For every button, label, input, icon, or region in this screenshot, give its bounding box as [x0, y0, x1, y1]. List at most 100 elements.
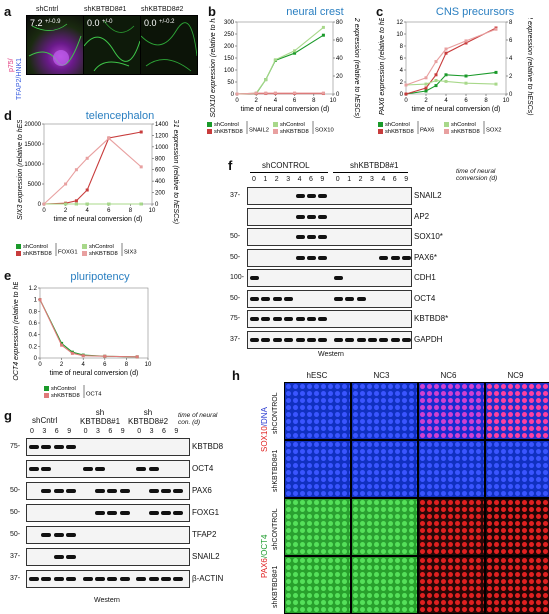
blot-g-timepoint: 6 [55, 428, 59, 435]
x-tick-label: 2 [424, 98, 428, 104]
legend-label: shControl [451, 122, 476, 128]
x-tick-label: 0 [235, 98, 239, 104]
blot-g-strip [26, 504, 190, 522]
y2-axis-label: FOXG1 expression (relative to hESCs) [172, 120, 179, 224]
micrograph-tile [418, 556, 485, 614]
blot-band [284, 317, 293, 321]
x-tick-label: 10 [149, 208, 156, 214]
blot-f-strip [247, 290, 412, 308]
micrograph-row-label: shCONTROL [272, 392, 279, 434]
x-tick-label: 10 [145, 362, 152, 368]
blot-g-timepoint: 0 [30, 428, 34, 435]
blot-f-timepoint: 3 [370, 176, 374, 183]
y-tick-label: 1.2 [29, 286, 38, 292]
series-line [44, 132, 141, 204]
blot-f-timepoint: 4 [381, 176, 385, 183]
blot-f-row-label: OCT4 [414, 294, 435, 303]
micrograph-col-label: NC9 [508, 371, 524, 380]
blot-band [95, 489, 105, 493]
blot-band [345, 297, 354, 301]
data-point [86, 189, 89, 192]
stain-pax6: PAX6 [260, 558, 269, 578]
x-tick-label: 6 [464, 98, 468, 104]
blot-f-mw-marker: 75- [230, 315, 240, 322]
blot-band [307, 215, 316, 219]
blot-band [66, 555, 76, 559]
y-tick-label: 12 [396, 20, 403, 26]
blot-f-row-label: SOX10* [414, 232, 443, 241]
blot-band [307, 338, 316, 342]
blot-band [107, 489, 117, 493]
legend-swatch [44, 393, 49, 398]
y-tick-label: 5000 [28, 182, 42, 188]
panel-c-letter: c [376, 4, 383, 19]
legend-swatch [207, 129, 212, 134]
blot-band [379, 338, 388, 342]
data-point [60, 344, 63, 347]
data-point [86, 157, 89, 160]
data-point [495, 83, 498, 86]
data-point [465, 82, 468, 85]
blot-band [296, 235, 305, 239]
stain-label-tfap2-hnk1: TFAP2/HNK1 [16, 58, 23, 100]
blot-f-mw-marker: 100- [230, 274, 244, 281]
blot-f-time-caption: time of neural conversion (d) [456, 168, 522, 182]
blot-band [66, 577, 76, 581]
blot-g-mw-marker: 37- [10, 553, 20, 560]
blot-f-strip [247, 208, 412, 226]
stain-oct4: /OCT4 [260, 535, 269, 559]
data-point [405, 93, 408, 96]
data-point [435, 79, 438, 82]
legend-label: shControl [23, 244, 48, 250]
data-point [445, 52, 448, 55]
blot-band [149, 577, 159, 581]
micrograph-a-shcntrl: 7.2 +/-0.9 [26, 15, 84, 75]
legend-swatch [444, 129, 449, 134]
legend-label: shKBTBD8 [385, 129, 414, 135]
data-point [274, 58, 277, 61]
panel-b-letter: b [208, 4, 216, 19]
data-point [71, 352, 74, 355]
x-tick-label: 8 [312, 98, 316, 104]
blot-f-timepoint: 1 [347, 176, 351, 183]
data-point [425, 76, 428, 79]
blot-band [296, 256, 305, 260]
blot-band [284, 338, 293, 342]
blot-band [29, 445, 39, 449]
blot-band [41, 533, 51, 537]
y-tick-label: 250 [224, 32, 235, 38]
y2-tick-label: 0 [155, 202, 159, 208]
y-tick-label: 0 [38, 202, 42, 208]
blot-g-timepoint: 3 [42, 428, 46, 435]
legend-label: SIX3 [124, 250, 137, 256]
data-point [86, 203, 89, 206]
blot-band [41, 577, 51, 581]
y-tick-label: 0.8 [29, 309, 38, 315]
y-axis-label: SOX10 expression (relative to hESCs) [210, 18, 217, 118]
stain-label-sox10-dna: SOX10/DNA [260, 407, 269, 452]
blot-g-mw-marker: 50- [10, 509, 20, 516]
legend-swatch [273, 129, 278, 134]
blot-f-timepoint: 6 [309, 176, 313, 183]
y2-tick-label: 600 [155, 168, 166, 174]
micrograph-tile [418, 382, 485, 440]
micrograph-tile [284, 498, 351, 556]
data-point [425, 87, 428, 90]
blot-band [149, 489, 159, 493]
blot-band [261, 297, 270, 301]
blot-band [296, 194, 305, 198]
blot-band [41, 467, 51, 471]
micrograph-row-label: shCONTROL [272, 508, 279, 550]
blot-band [261, 338, 270, 342]
data-point [103, 355, 106, 358]
blot-f-row-label: GAPDH [414, 335, 442, 344]
blot-band [107, 511, 117, 515]
legend-swatch [378, 129, 383, 134]
blot-band [149, 467, 159, 471]
y2-tick-label: 60 [336, 38, 343, 44]
series-line [406, 29, 496, 85]
x-axis-label: time of neural conversion (d) [241, 106, 330, 113]
x-tick-label: 2 [60, 362, 64, 368]
y-tick-label: 4 [400, 68, 404, 74]
col-label-shkbtbd8-1: shKBTBD8#1 [84, 6, 126, 13]
